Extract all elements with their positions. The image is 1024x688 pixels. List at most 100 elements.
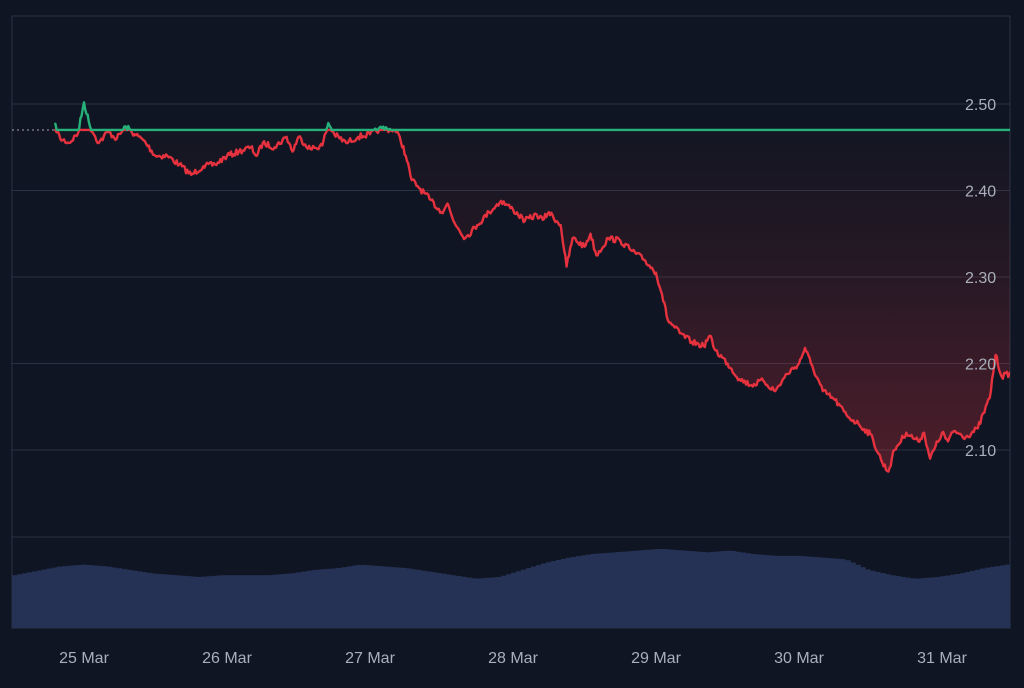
- volume-bar: [281, 574, 287, 628]
- volume-bar: [126, 569, 133, 628]
- volume-bar: [620, 551, 627, 628]
- volume-bar: [670, 549, 677, 628]
- volume-bar: [261, 575, 267, 628]
- volume-bar: [750, 554, 756, 628]
- volume-bar: [171, 575, 178, 628]
- volume-bar: [386, 566, 392, 628]
- volume-bar: [565, 557, 572, 628]
- volume-bar: [880, 573, 886, 628]
- volume-bar: [311, 570, 317, 628]
- volume-bar: [795, 555, 801, 628]
- volume-bar: [915, 578, 921, 628]
- volume-bar: [760, 554, 766, 628]
- volume-bar: [600, 553, 607, 628]
- volume-bar: [381, 566, 387, 628]
- volume-bar: [301, 571, 307, 628]
- volume-bar: [166, 574, 173, 628]
- volume-bar: [1005, 564, 1011, 628]
- volume-bar: [446, 574, 452, 628]
- volume-bar: [715, 551, 721, 628]
- volume-bar: [346, 566, 352, 628]
- volume-bar: [506, 574, 512, 628]
- volume-bar: [246, 575, 252, 628]
- volume-bar: [745, 553, 751, 628]
- volume-bar: [416, 569, 422, 628]
- volume-bar: [775, 555, 781, 628]
- volume-bar: [81, 564, 88, 628]
- volume-bar: [780, 555, 786, 628]
- volume-bar: [725, 550, 731, 628]
- volume-bar: [12, 575, 18, 628]
- volume-bar: [975, 569, 981, 628]
- volume-bar: [41, 569, 48, 628]
- volume-bar: [1000, 565, 1006, 628]
- volume-bar: [231, 575, 237, 628]
- volume-bar: [690, 551, 697, 628]
- volume-bar: [61, 566, 68, 628]
- x-tick-label: 26 Mar: [202, 650, 252, 667]
- volume-bar: [206, 576, 212, 628]
- volume-bar: [935, 577, 941, 628]
- volume-bar: [680, 550, 687, 628]
- volume-bar: [391, 567, 397, 628]
- volume-bar: [520, 569, 527, 628]
- volume-bar: [605, 552, 612, 628]
- volume-bar: [66, 565, 73, 628]
- volume-bar: [451, 575, 457, 628]
- volume-bar: [805, 556, 811, 628]
- volume-bar: [730, 550, 736, 628]
- volume-bar: [441, 573, 447, 628]
- y-tick-label: 2.50: [965, 97, 996, 114]
- volume-bar: [146, 572, 153, 628]
- volume-bar: [850, 562, 856, 628]
- volume-bar: [121, 569, 128, 628]
- volume-bar: [530, 566, 537, 628]
- x-tick-label: 29 Mar: [631, 650, 681, 667]
- volume-bar: [111, 567, 118, 628]
- volume-bar: [650, 549, 657, 628]
- volume-bar: [196, 576, 203, 628]
- volume-bar: [396, 567, 402, 628]
- volume-bar: [151, 573, 158, 628]
- volume-bar: [740, 552, 746, 628]
- y-tick-label: 2.30: [965, 270, 996, 287]
- volume-bar: [116, 568, 123, 628]
- volume-bar: [820, 557, 826, 628]
- volume-bar: [131, 570, 138, 628]
- volume-bar: [56, 566, 63, 628]
- volume-bar: [830, 558, 836, 628]
- volume-bar: [585, 554, 592, 628]
- volume-bar: [471, 578, 477, 628]
- volume-bar: [695, 551, 702, 628]
- volume-bar: [356, 564, 362, 628]
- volume-bar: [890, 575, 896, 628]
- volume-bar: [351, 565, 357, 628]
- volume-bar: [271, 574, 277, 628]
- volume-bar: [540, 563, 547, 628]
- volume-bar: [136, 571, 143, 628]
- volume-bar: [590, 553, 597, 628]
- volume-bar: [575, 556, 582, 628]
- y-axis: 2.10 2.20 2.30 2.40 2.50: [965, 97, 996, 460]
- volume-bar: [226, 575, 232, 628]
- price-line-down: [54, 128, 1010, 473]
- volume-bar: [665, 549, 672, 628]
- volume-bar: [735, 551, 741, 628]
- volume-bar: [376, 566, 382, 628]
- volume-bar: [765, 555, 771, 628]
- volume-bar: [770, 555, 776, 628]
- volume-bar: [970, 570, 976, 628]
- volume-bar: [406, 568, 412, 628]
- volume-bar: [431, 572, 437, 628]
- volume-bar: [191, 576, 198, 628]
- y-tick-label: 2.40: [965, 184, 996, 201]
- x-tick-label: 27 Mar: [345, 650, 395, 667]
- volume-bar: [615, 552, 622, 628]
- volume-bar: [71, 565, 78, 628]
- volume-bar: [466, 577, 472, 628]
- volume-bar: [326, 568, 332, 628]
- volume-bar: [291, 573, 297, 628]
- volume-bar: [251, 575, 257, 628]
- volume-bar: [555, 559, 562, 628]
